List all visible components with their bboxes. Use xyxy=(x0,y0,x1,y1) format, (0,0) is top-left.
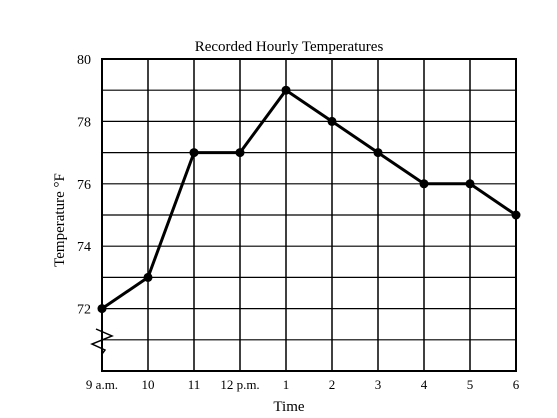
data-point xyxy=(143,272,153,282)
data-point xyxy=(511,210,521,220)
x-tick-label: 4 xyxy=(421,377,428,392)
x-tick-label: 5 xyxy=(467,377,474,392)
y-tick-label: 72 xyxy=(77,303,91,318)
x-tick-label: 10 xyxy=(142,377,155,392)
data-point xyxy=(373,148,383,158)
y-tick-label: 80 xyxy=(77,53,91,68)
series-line-segment xyxy=(100,275,150,311)
x-tick-label: 1 xyxy=(283,377,290,392)
horizontal-grid xyxy=(102,89,516,341)
y-axis-label: Temperature °F xyxy=(52,173,68,267)
data-point xyxy=(419,179,429,189)
y-tick-label: 76 xyxy=(77,178,91,193)
series-line-segment xyxy=(330,119,380,155)
series-line-segment xyxy=(376,151,426,186)
x-tick-label: 12 p.m. xyxy=(220,377,259,392)
x-tick-label: 2 xyxy=(329,377,336,392)
data-point xyxy=(281,85,291,95)
series-line-group xyxy=(100,88,518,311)
chart-title: Recorded Hourly Temperatures xyxy=(195,39,384,55)
y-tick-labels: 72 74 76 78 80 xyxy=(77,53,91,318)
series-line-segment xyxy=(284,88,334,123)
data-point xyxy=(465,179,475,189)
data-point xyxy=(97,304,107,314)
data-point xyxy=(189,148,199,158)
y-tick-label: 78 xyxy=(77,115,91,130)
series-line-segment xyxy=(468,182,518,217)
series-point-group xyxy=(97,85,521,314)
series-line-segment xyxy=(146,151,196,279)
data-point xyxy=(327,116,337,126)
y-tick-label: 74 xyxy=(77,240,91,255)
axis-break-icon xyxy=(90,328,114,355)
series-line-segment xyxy=(238,88,288,155)
x-tick-label: 9 a.m. xyxy=(86,377,118,392)
data-point xyxy=(235,148,245,158)
x-tick-label: 3 xyxy=(375,377,382,392)
x-tick-label: 11 xyxy=(188,377,201,392)
x-tick-label: 6 xyxy=(513,377,520,392)
x-tick-labels: 9 a.m. 10 11 12 p.m. 1 2 3 4 5 6 xyxy=(86,377,520,392)
x-axis-label: Time xyxy=(273,399,304,415)
